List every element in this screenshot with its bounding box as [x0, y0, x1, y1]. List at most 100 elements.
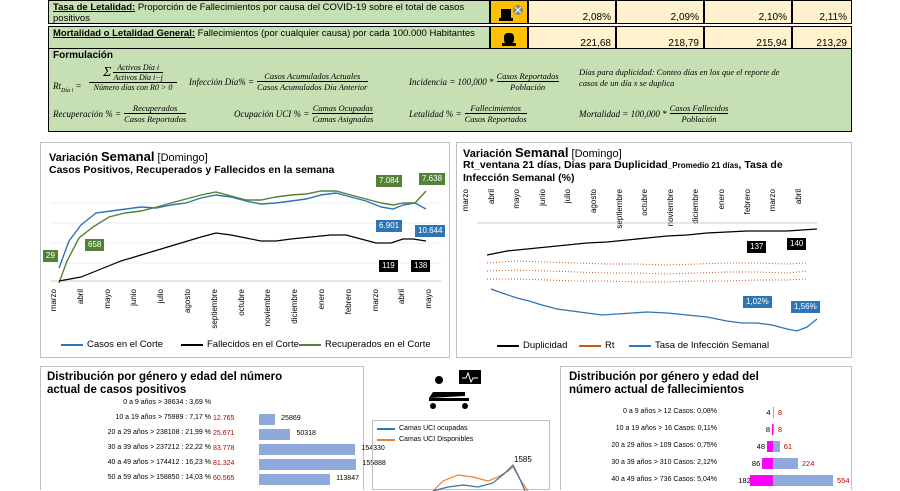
chart2-label-k1: 137 [747, 241, 766, 253]
female-value: 25.671 [213, 430, 234, 437]
legend-duplicidad: Duplicidad [497, 340, 567, 351]
male-bar [259, 444, 355, 455]
male-bar [773, 407, 774, 418]
uci-chart: Camas UCI ocupadas Camas UCI Disponibles… [372, 420, 550, 490]
female-bar [762, 458, 773, 469]
dist-casos-title: Distribución por género y edad del númer… [47, 371, 307, 397]
legend-rt: Rt [579, 340, 615, 351]
duplicidad-text: Días para duplicidad: Conteo días en los… [579, 67, 789, 89]
male-value: 25869 [281, 415, 300, 422]
chart2-label-b2: 1,56% [791, 301, 820, 313]
legend-recuperados: Recuperados en el Corte [299, 339, 431, 350]
legend-fallecidos: Fallecidos en el Corte [181, 339, 299, 350]
age-label: 30 a 39 años > 310 Casos: 2,12% [567, 459, 717, 466]
female-value: 8 [760, 425, 770, 434]
dist-casos-panel: Distribución por género y edad del númer… [40, 366, 364, 490]
female-value: 48 [755, 442, 765, 451]
fallecidos-line [59, 233, 426, 281]
age-label: 50 a 59 años > 158850 : 14,03 % [61, 474, 211, 481]
female-value: 12.765 [213, 415, 234, 422]
chart1-month-tick: marzo [49, 289, 58, 311]
female-value: 83.778 [213, 445, 234, 452]
male-bar [773, 441, 780, 452]
chart1-month-tick: diciembre [290, 289, 299, 324]
formula-title: Formulación [53, 50, 113, 61]
male-value: 50318 [296, 430, 315, 437]
male-value: 61 [784, 442, 792, 451]
chart1-label-g1: 29 [43, 250, 58, 262]
siren-icon [491, 27, 527, 49]
mortalidad-row: Mortalidad o Letalidad General: Fallecim… [48, 26, 490, 50]
chart1-month-tick: octubre [237, 289, 246, 316]
male-bar [773, 475, 833, 486]
male-bar [259, 459, 356, 470]
chart1-label-g2: 658 [85, 239, 104, 251]
mortalidad-desc: Fallecimientos (por cualquier causa) por… [198, 28, 475, 39]
age-label: 0 a 9 años > 12 Casos: 0,08% [567, 408, 717, 415]
chart1-month-tick: agosto [183, 289, 192, 313]
age-label: 40 a 49 años > 174412 : 16,23 % [61, 459, 211, 466]
letalidad-row: Tasa de Letalidad: Proporción de Falleci… [48, 0, 490, 24]
chart1-label-g3: 7.084 [376, 175, 402, 187]
age-label: 20 a 29 años > 238108 : 21,99 % [61, 429, 211, 436]
rt-lhs: RtDía i = [53, 81, 82, 94]
chart2-label-b1: 1,02% [743, 296, 772, 308]
chart1-month-tick: septiembre [210, 289, 219, 329]
chart1-month-tick: noviembre [263, 289, 272, 326]
rt-line-1 [487, 261, 807, 265]
male-bar [259, 429, 290, 440]
chart1-label-k1: 119 [379, 260, 398, 272]
chart1-month-tick: julio [156, 289, 165, 303]
chart2-plot [457, 143, 853, 359]
chart1-month-tick: enero [317, 289, 326, 309]
age-label: 10 a 19 años > 75989 : 7,17 % [61, 414, 211, 421]
chart1-label-g4: 7.638 [419, 173, 445, 185]
male-value: 113847 [336, 475, 359, 482]
chart1-label-b2: 10.644 [415, 225, 445, 237]
icu-bed-icon [425, 368, 489, 412]
mortalidad-title: Mortalidad o Letalidad General: [53, 28, 195, 39]
male-value: 224 [802, 459, 815, 468]
age-label: 0 a 9 años > 38634 : 3,69 % [61, 399, 211, 406]
dist-fall-title: Distribución por género y edad del númer… [569, 371, 789, 397]
legend-casos: Casos en el Corte [61, 339, 163, 350]
chart1-month-tick: abril [397, 289, 406, 304]
age-label: 20 a 29 años > 109 Casos: 0,75% [567, 442, 717, 449]
mortalidad-value-2: 218,79 [616, 26, 704, 50]
siren-cell-2 [490, 26, 528, 50]
age-label: 40 a 49 años > 736 Casos: 5,04% [567, 476, 717, 483]
letalidad-value-1: 2,08% [528, 0, 616, 24]
chart1-month-tick: marzo [371, 289, 380, 311]
letalidad-value-4: 2,11% [792, 0, 852, 24]
mortalidad-value-3: 215,94 [704, 26, 792, 50]
formula-box: Formulación RtDía i = Σ Activos Día i Ac… [48, 48, 852, 132]
age-label: 10 a 19 años > 16 Casos: 0,11% [567, 425, 717, 432]
female-bar [750, 475, 773, 486]
mortalidad-value-4: 213,29 [792, 26, 852, 50]
age-label: 30 a 39 años > 237212 : 22,22 % [61, 444, 211, 451]
chart1-label-b1: 6.901 [376, 220, 402, 232]
chart2-label-k2: 140 [787, 238, 806, 250]
male-bar [259, 474, 330, 485]
male-bar [773, 458, 798, 469]
dist-fall-panel: Distribución por género y edad del númer… [560, 366, 852, 490]
siren-icon [491, 1, 527, 23]
male-value: 8 [778, 425, 782, 434]
letalidad-value-3: 2,10% [704, 0, 792, 24]
male-value: 8 [778, 408, 782, 417]
chart1-month-tick: mayo [103, 289, 112, 309]
rt-line-3 [487, 279, 807, 282]
infeccion-formula: Infección Día% = Casos Acumulados Actual… [189, 71, 368, 92]
chart1-month-tick: mayo [424, 289, 433, 309]
mortalidad-value-1: 221,68 [528, 26, 616, 50]
letalidad-title: Tasa de Letalidad: [53, 2, 135, 13]
chart1-month-tick: abril [76, 289, 85, 304]
casos-line [59, 193, 426, 268]
male-value: 554 [837, 476, 850, 485]
rt-formula: Σ Activos Día i Activos Día i−j Número d… [89, 63, 177, 92]
rt-line-2 [487, 270, 807, 274]
letalidad-value-2: 2,09% [616, 0, 704, 24]
